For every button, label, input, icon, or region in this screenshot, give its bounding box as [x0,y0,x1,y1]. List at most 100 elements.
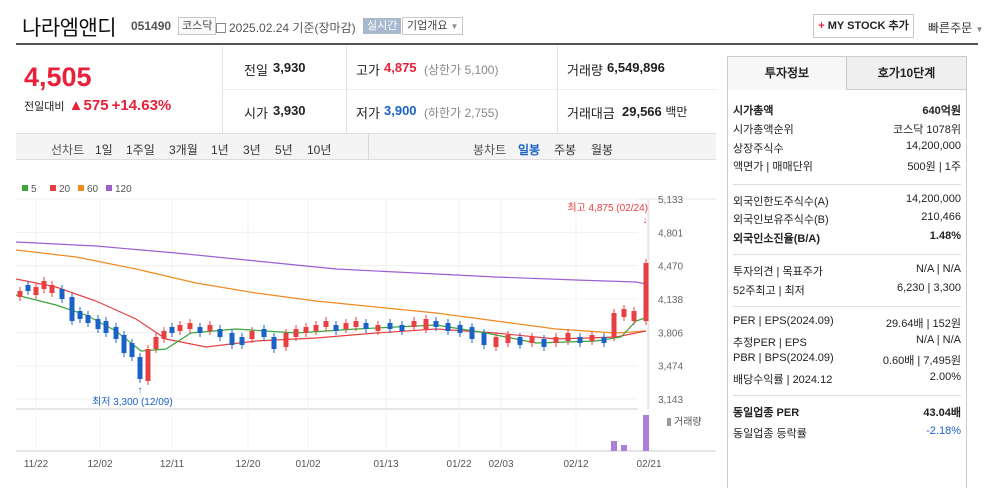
candle-body [303,327,309,333]
upper-limit: (상한가 5,100) [424,63,499,77]
candle-body [517,337,523,345]
down-arrow-icon: ↓ [643,215,648,226]
info-row: 시가총액 640억원 [733,102,961,118]
x-tick-label: 02/12 [563,459,588,470]
candle-body [187,323,193,329]
tab-order-book[interactable]: 호가10단계 [846,56,967,90]
legend-label: 5 [31,184,37,195]
tab-line-6[interactable]: 10년 [307,143,332,157]
x-tick-label: 11/22 [24,459,49,470]
candle-body [631,311,637,321]
info-row: PER | EPS(2024.09) 29.64배 | 152원 [733,315,961,331]
date-text: 2025.02.24 기준(장마감) [216,19,356,36]
candle-body [541,339,547,347]
tab-line-3[interactable]: 1년 [211,143,229,157]
info-key: 추정PER | EPS [733,337,807,349]
quick-order-button[interactable]: 빠른주문 ▼ [928,21,984,35]
candle-body [565,333,571,341]
candle-body [621,309,627,317]
legend-label: 60 [87,184,99,195]
tab-line-2[interactable]: 3개월 [169,143,198,157]
candle-body [343,323,349,329]
candle-body [95,319,101,329]
tab-line-0[interactable]: 1일 [95,143,113,157]
company-info-dropdown[interactable]: 기업개요 ▼ [402,17,464,35]
current-price: 4,505 [24,62,92,92]
stock-chart[interactable]: 5 20 60 120 5,133 4,801 4,470 4,138 3,806 3,474 3,… [16,161,716,488]
panel-divider [733,254,961,255]
divider [368,134,369,160]
volume-bar [643,415,649,451]
candle-body [161,331,167,339]
candle-body [103,321,109,333]
line-chart-label: 선차트 [51,143,85,157]
info-value: 210,466 [921,211,961,223]
legend-swatch [106,185,112,191]
candle-body [17,291,23,297]
tab-candle-1[interactable]: 주봉 [554,143,577,157]
candle-body [577,337,583,343]
candle-body [239,337,245,345]
candle-body [423,319,429,329]
low-value: 3,900 [384,103,417,118]
realtime-button[interactable]: 실시간 [363,18,402,34]
candle-body [229,333,235,345]
info-row: PBR | BPS(2024.09) 0.60배 | 7,495원 [733,352,961,368]
candle-body [313,325,319,331]
high-label: 고가 [356,63,380,78]
y-tick-label: 3,806 [658,328,683,339]
open-label: 시가 [244,106,268,121]
info-row: 투자의견 | 목표주가 N/A | N/A [733,263,961,279]
candle-body [353,321,359,327]
candle-body [41,281,47,289]
max-price-note: 최고 4,875 (02/24) [567,202,648,214]
candle-body [169,327,175,333]
candle-body [113,327,119,339]
candle-body [553,337,559,343]
info-value: 2.00% [929,371,961,383]
ma20-line [16,278,647,348]
info-key: 동일업종 등락률 [733,428,807,440]
my-stock-add-button[interactable]: + MY STOCK 추가 [813,14,914,38]
header-divider [16,43,978,45]
tab-line-1[interactable]: 1주일 [126,143,155,157]
info-value: 43.04배 [923,407,961,419]
candle-body [375,325,381,331]
tab-line-4[interactable]: 3년 [243,143,261,157]
info-row: 동일업종 등락률 -2.18% [733,425,961,441]
info-key: PER | EPS(2024.09) [733,315,834,327]
info-key: 시가총액순위 [733,124,794,136]
info-key: 동일업종 PER [733,407,800,419]
candle-body [529,337,535,343]
candle-body [197,327,203,333]
ma5-line [16,294,649,352]
info-key: 외국인한도주식수(A) [733,196,829,208]
candle-body [399,325,405,331]
info-key: 상장주식수 [733,143,784,155]
min-price-note: 최저 3,300 (12/09) [92,396,173,408]
info-row: 외국인소진율(B/A) 1.48% [733,230,961,246]
tab-candle-0[interactable]: 일봉 [518,143,541,157]
tab-line-5[interactable]: 5년 [275,143,293,157]
candle-body [69,297,75,321]
lower-limit: (하한가 2,755) [424,106,499,120]
candle-body [493,337,499,347]
candle-body [85,315,91,323]
volume-label: 거래량 [674,416,702,428]
candle-body [457,325,463,333]
ma60-line [16,249,647,334]
candle-body [207,325,213,331]
price-change: 전일대비 ▲575 +14.63% [24,97,172,114]
up-triangle-icon: ▲ [68,97,84,114]
y-tick-label: 3,474 [658,362,683,373]
candle-body [293,329,299,337]
tab-candle-2[interactable]: 월봉 [591,143,614,157]
tab-invest-info[interactable]: 투자정보 [727,56,847,90]
open-value: 3,930 [273,103,306,118]
candle-body [77,311,83,319]
candle-body [261,329,267,337]
info-value: 0.60배 | 7,495원 [882,355,961,367]
candle-body [611,313,617,337]
candle-body [333,325,339,331]
legend-label: 20 [59,184,71,195]
